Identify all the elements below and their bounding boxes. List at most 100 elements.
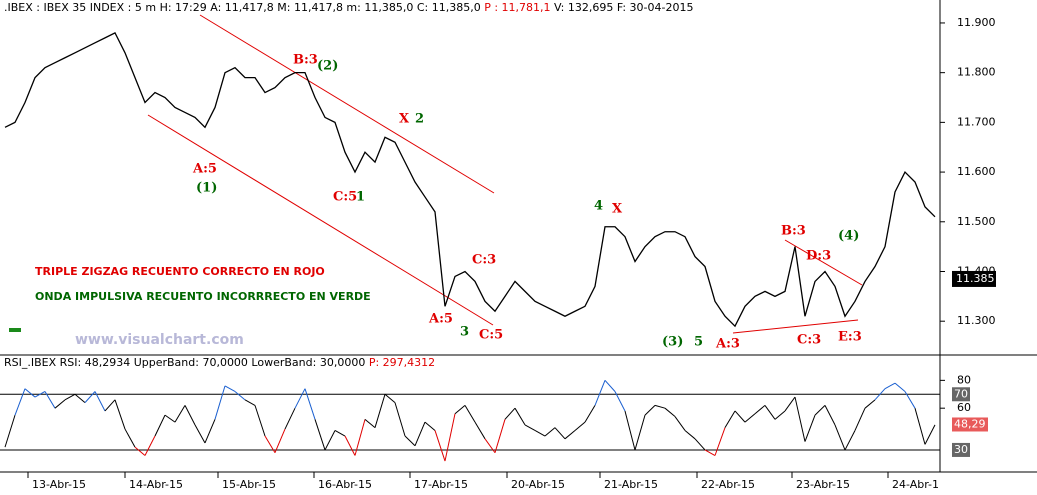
rsi-segment [504, 407, 516, 420]
rsi-segment [254, 405, 266, 437]
rsi-segment [424, 421, 436, 431]
rsi-segment [574, 421, 586, 431]
rsi-segment [314, 419, 326, 451]
wave-label: (2) [317, 59, 338, 74]
rsi-segment [324, 430, 336, 451]
rsi-segment [564, 430, 576, 440]
rsi-segment [694, 438, 706, 451]
rsi-segment [924, 424, 936, 445]
wave-label: C:3 [797, 333, 821, 348]
rsi-segment [124, 428, 136, 448]
rsi-segment [144, 435, 156, 456]
rsi-segment [634, 415, 646, 451]
wave-label: (1) [196, 181, 217, 196]
y-tick-label: 11.500 [957, 215, 996, 228]
wave-label: X [612, 202, 623, 217]
title-main: .IBEX : IBEX 35 INDEX : 5 m H: 17:29 A: … [4, 1, 481, 14]
rsi-title-p: P: 297,4312 [369, 356, 435, 369]
rsi-segment [534, 430, 546, 437]
wave-label: B:3 [293, 53, 318, 68]
x-tick-label: 14-Abr-15 [129, 478, 183, 491]
rsi-segment [724, 410, 736, 428]
rsi-segment [844, 430, 856, 451]
rsi-segment [664, 407, 676, 417]
chart-title: .IBEX : IBEX 35 INDEX : 5 m H: 17:29 A: … [4, 1, 693, 14]
wave-label: C:5 [479, 328, 503, 343]
watermark: www.visualchart.com [75, 332, 244, 348]
rsi-segment [244, 399, 256, 406]
current-value-box [952, 270, 996, 287]
band-box [952, 387, 970, 402]
current-value-label: 48,29 [954, 417, 986, 430]
rsi-segment [674, 416, 686, 431]
wave-label: 5 [694, 335, 703, 350]
rsi-segment [904, 391, 916, 409]
rsi-segment [524, 424, 536, 431]
rsi-segment [514, 407, 526, 426]
y-tick-label: 11.700 [957, 115, 996, 128]
current-value-box [952, 417, 988, 432]
rsi-segment [604, 380, 616, 392]
rsi-segment [594, 380, 606, 406]
rsi-segment [364, 418, 376, 429]
rsi-segment [94, 391, 106, 412]
rsi-title: RSI_.IBEX RSI: 48,2934 UpperBand: 70,000… [4, 356, 435, 369]
rsi-segment [104, 399, 116, 412]
rsi-segment [84, 391, 96, 403]
x-tick-label: 16-Abr-15 [318, 478, 372, 491]
marker [9, 328, 21, 332]
trend-line [732, 319, 859, 334]
x-tick-label: 22-Abr-15 [701, 478, 755, 491]
rsi-segment [764, 405, 776, 420]
rsi-segment [274, 428, 286, 453]
rsi-segment [224, 385, 236, 392]
rsi-segment [14, 388, 26, 416]
rsi-segment [814, 405, 826, 416]
rsi-segment [734, 410, 746, 423]
rsi-segment [74, 393, 86, 404]
rsi-segment [24, 388, 36, 398]
wave-label: C:3 [472, 253, 496, 268]
rsi-segment [884, 382, 896, 390]
rsi-segment [584, 405, 596, 423]
note: TRIPLE ZIGZAG RECUENTO CORRECTO EN ROJO [35, 265, 325, 278]
wave-label: 1 [356, 190, 365, 205]
y-tick-label: 11.600 [957, 165, 996, 178]
rsi-segment [384, 393, 396, 404]
wave-label: (4) [838, 229, 859, 244]
rsi-segment [444, 413, 456, 462]
rsi-segment [624, 410, 636, 451]
rsi-segment [374, 394, 386, 428]
rsi-segment [824, 405, 836, 426]
rsi-segment [344, 435, 356, 456]
rsi-segment [654, 404, 666, 409]
rsi-segment [554, 427, 566, 440]
rsi-segment [914, 408, 926, 445]
x-tick-label: 13-Abr-15 [32, 478, 86, 491]
rsi-segment [864, 399, 876, 409]
rsi-segment [484, 438, 496, 454]
y-tick-label: 80 [957, 373, 971, 386]
x-tick-label: 24-Abr-1 [892, 478, 939, 491]
wave-label: A:3 [715, 337, 740, 352]
rsi-title-main: RSI_.IBEX RSI: 48,2934 UpperBand: 70,000… [4, 356, 365, 369]
rsi-segment [394, 402, 406, 437]
wave-label: A:5 [192, 162, 217, 177]
rsi-segment [854, 407, 866, 431]
rsi-segment [744, 413, 756, 423]
rsi-segment [204, 419, 216, 444]
rsi-segment [354, 419, 366, 456]
rsi-segment [494, 419, 506, 453]
current-value-label: 11.385 [956, 272, 995, 285]
y-tick-label: 11.800 [957, 66, 996, 79]
rsi-segment [454, 405, 466, 415]
rsi-segment [644, 405, 656, 416]
rsi-segment [794, 396, 806, 442]
rsi-segment [194, 424, 206, 444]
title-rest: V: 132,695 F: 30-04-2015 [554, 1, 693, 14]
rsi-segment [64, 393, 76, 401]
rsi-segment [404, 435, 416, 447]
x-tick-label: 15-Abr-15 [222, 478, 276, 491]
